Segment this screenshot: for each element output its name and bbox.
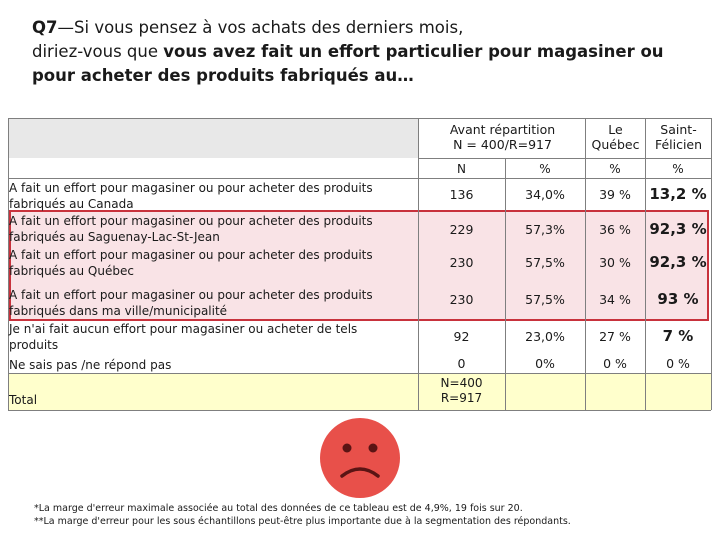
title-dash: — [57,18,75,37]
footnote-1: *La marge d'erreur maximale associée au … [34,503,523,514]
row-aucun-stf: 7 % [662,327,694,345]
total-row-fill [8,373,711,410]
title-bold: vous avez fait un effort particulier pou… [32,42,664,85]
row-canada-quebec: 39 % [599,187,631,202]
col-divider-3 [585,118,586,410]
col-divider-1 [418,118,419,410]
col-divider-4 [645,118,646,410]
row-aucun-pct: 23,0% [525,329,565,344]
row-ville-quebec: 34 % [599,292,631,307]
row-nsp-pct: 0% [535,356,555,371]
table-subheader-line [8,178,711,179]
row-label-quebec: A fait un effort pour magasiner ou pour … [9,248,373,278]
row-nsp-stf: 0 % [666,356,690,371]
footnote-2: **La marge d'erreur pour les sous échant… [34,516,571,527]
col-divider-2 [505,158,506,410]
subheader-pct-1: % [539,162,551,176]
title-part1: Si vous pensez à vos achats des derniers… [74,18,464,37]
row-saguenay-pct: 57,3% [525,222,565,237]
row-saguenay-stf: 92,3 % [649,220,707,238]
table-header-line [418,158,711,159]
col-header-quebec: Le Québec [591,122,640,152]
row-canada-pct: 34,0% [525,187,565,202]
col-header-avant: Avant répartition N = 400/R=917 [449,122,556,152]
row-label-canada: A fait un effort pour magasiner ou pour … [9,181,373,211]
label-header-fill [8,118,418,158]
row-saguenay-n: 229 [449,222,474,237]
total-n: N=400 R=917 [440,376,483,405]
row-quebec-n: 230 [449,255,474,270]
table-border-left [8,118,9,410]
table-border-top [8,118,711,119]
row-label-saguenay: A fait un effort pour magasiner ou pour … [9,214,373,244]
subheader-pct-2: % [609,162,621,176]
row-saguenay-quebec: 36 % [599,222,631,237]
table-total-line [8,373,711,374]
row-ville-stf: 93 % [657,290,699,308]
row-ville-pct: 57,5% [525,292,565,307]
title-part2: diriez-vous que [32,42,164,61]
table-border-bottom [8,410,711,411]
sad-face-icon [318,416,402,504]
highlight-box [9,210,709,321]
row-ville-n: 230 [449,292,474,307]
row-canada-stf: 13,2 % [649,185,707,203]
row-label-aucun: Je n'ai fait aucun effort pour magasiner… [9,322,358,352]
row-nsp-n: 0 [457,356,466,371]
col-header-stfelicien: Saint- Félicien [654,122,703,152]
row-label-nsp: Ne sais pas /ne répond pas [9,358,172,372]
row-label-total: Total [9,393,38,407]
question-title: Q7—Si vous pensez à vos achats des derni… [32,16,692,88]
row-nsp-quebec: 0 % [603,356,627,371]
row-quebec-stf: 92,3 % [649,253,707,271]
row-aucun-quebec: 27 % [599,329,631,344]
question-number: Q7 [32,18,58,37]
table-border-right [711,118,712,410]
subheader-pct-3: % [672,162,684,176]
row-label-ville: A fait un effort pour magasiner ou pour … [9,288,373,318]
row-quebec-pct: 57,5% [525,255,565,270]
row-canada-n: 136 [449,187,474,202]
row-quebec-quebec: 30 % [599,255,631,270]
subheader-n: N [457,162,466,176]
row-aucun-n: 92 [453,329,470,344]
